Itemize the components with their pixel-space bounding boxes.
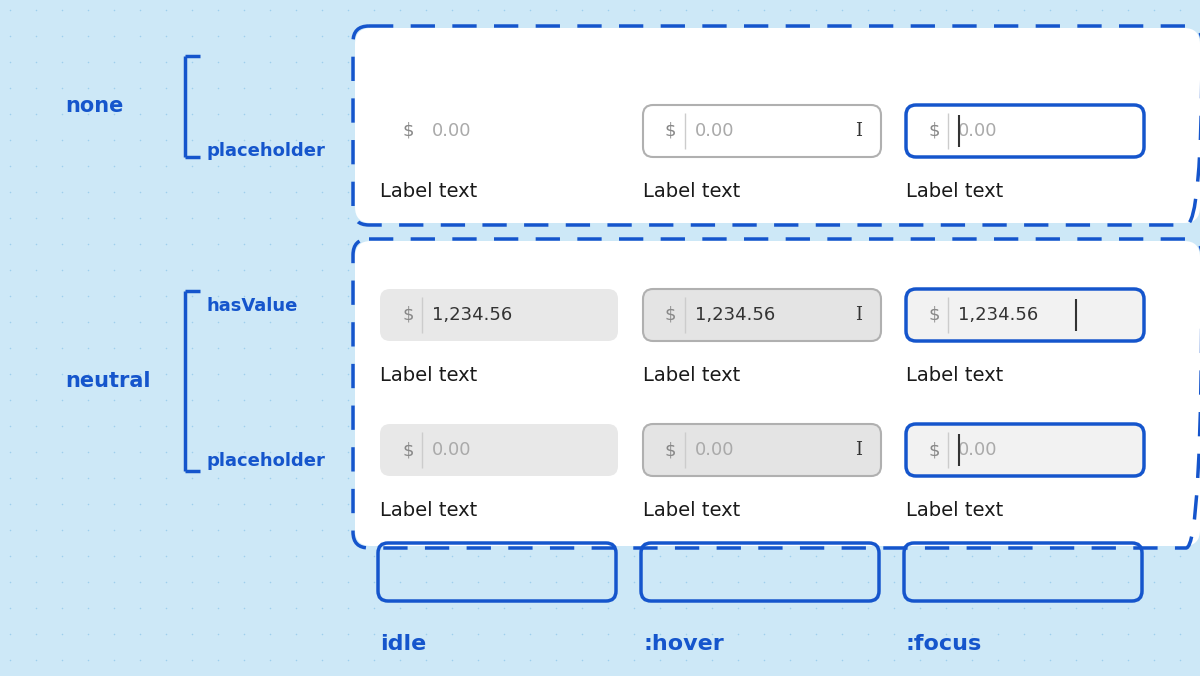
FancyBboxPatch shape	[643, 424, 881, 476]
Text: 1,234.56: 1,234.56	[432, 306, 512, 324]
Text: $: $	[665, 122, 677, 140]
Text: placeholder: placeholder	[208, 452, 326, 470]
FancyBboxPatch shape	[906, 289, 1144, 341]
Text: $: $	[665, 441, 677, 459]
Text: 1,234.56: 1,234.56	[958, 306, 1038, 324]
Text: Label text: Label text	[906, 182, 1003, 201]
Text: :focus: :focus	[906, 634, 983, 654]
Text: 0.00: 0.00	[695, 441, 734, 459]
Text: none: none	[65, 96, 124, 116]
Text: hasValue: hasValue	[208, 297, 299, 315]
Text: $: $	[928, 306, 940, 324]
Text: I: I	[856, 441, 863, 459]
Text: idle: idle	[380, 634, 426, 654]
Text: $: $	[402, 306, 414, 324]
Text: Label text: Label text	[643, 182, 740, 201]
Text: 0.00: 0.00	[432, 441, 472, 459]
Text: I: I	[856, 122, 863, 140]
FancyBboxPatch shape	[355, 241, 1200, 546]
Text: 0.00: 0.00	[958, 122, 997, 140]
FancyBboxPatch shape	[643, 289, 881, 341]
Text: $: $	[928, 441, 940, 459]
FancyBboxPatch shape	[906, 105, 1144, 157]
Text: Label text: Label text	[643, 366, 740, 385]
Text: $: $	[402, 441, 414, 459]
Text: 1,234.56: 1,234.56	[695, 306, 775, 324]
Text: :hover: :hover	[643, 634, 724, 654]
FancyBboxPatch shape	[380, 289, 618, 341]
Text: Label text: Label text	[906, 501, 1003, 520]
Text: 0.00: 0.00	[695, 122, 734, 140]
Text: neutral: neutral	[65, 371, 150, 391]
Text: $: $	[928, 122, 940, 140]
Text: Label text: Label text	[906, 366, 1003, 385]
Text: $: $	[402, 122, 414, 140]
Text: Label text: Label text	[643, 501, 740, 520]
Text: Label text: Label text	[380, 182, 478, 201]
Text: placeholder: placeholder	[208, 142, 326, 160]
FancyBboxPatch shape	[643, 105, 881, 157]
Text: 0.00: 0.00	[958, 441, 997, 459]
Text: 0.00: 0.00	[432, 122, 472, 140]
Text: $: $	[665, 306, 677, 324]
FancyBboxPatch shape	[906, 424, 1144, 476]
FancyBboxPatch shape	[355, 28, 1200, 223]
Text: Label text: Label text	[380, 501, 478, 520]
FancyBboxPatch shape	[380, 424, 618, 476]
Text: I: I	[856, 306, 863, 324]
Text: Label text: Label text	[380, 366, 478, 385]
